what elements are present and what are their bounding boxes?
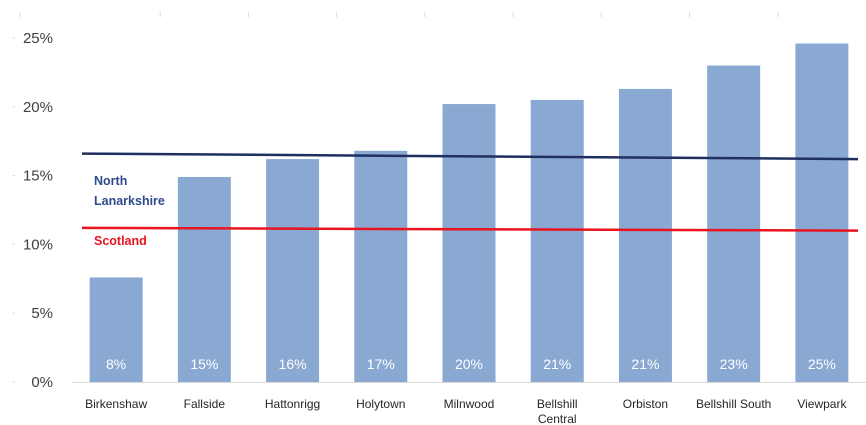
y-tick-label: 20% bbox=[23, 99, 53, 116]
y-tick-label: 15% bbox=[23, 168, 53, 185]
y-tick-label: 5% bbox=[31, 305, 53, 322]
category-label: Bellshill South bbox=[696, 397, 771, 411]
bar bbox=[177, 176, 231, 382]
category-label: Orbiston bbox=[623, 397, 668, 411]
data-label: 20% bbox=[455, 356, 483, 372]
data-label: 25% bbox=[808, 356, 836, 372]
category-label: Birkenshaw bbox=[85, 397, 147, 411]
data-label: 21% bbox=[631, 356, 659, 372]
reference-line bbox=[81, 226, 859, 232]
y-tick-label: 25% bbox=[23, 30, 53, 47]
data-label: 23% bbox=[720, 356, 748, 372]
reference-line-label: Lanarkshire bbox=[94, 194, 165, 208]
bar bbox=[618, 88, 672, 383]
category-label: Central bbox=[538, 412, 577, 425]
category-label: Viewpark bbox=[797, 397, 847, 411]
bar bbox=[89, 277, 143, 382]
bar bbox=[442, 104, 496, 382]
bar-layer bbox=[89, 43, 849, 383]
category-label: Holytown bbox=[356, 397, 405, 411]
data-label: 21% bbox=[543, 356, 571, 372]
category-label: Milnwood bbox=[444, 397, 495, 411]
axis-layer: 0% 5% 10% 15% 20% 25% bbox=[12, 12, 866, 391]
data-label: 16% bbox=[279, 356, 307, 372]
data-label: 17% bbox=[367, 356, 395, 372]
label-layer: 8% Birkenshaw 15% Fallside 16% Hattonrigg 17% H… bbox=[85, 174, 847, 425]
y-tick-label: 10% bbox=[23, 236, 53, 253]
data-label: 8% bbox=[106, 356, 126, 372]
category-label: Hattonrigg bbox=[265, 397, 320, 411]
data-label: 15% bbox=[190, 356, 218, 372]
bar bbox=[707, 65, 761, 383]
bar bbox=[795, 43, 849, 383]
reference-line-layer bbox=[81, 152, 859, 232]
bar bbox=[530, 99, 584, 383]
reference-line-label: North bbox=[94, 174, 127, 188]
reference-line-label: Scotland bbox=[94, 234, 147, 248]
reference-line bbox=[81, 152, 859, 161]
category-label: Fallside bbox=[184, 397, 226, 411]
category-label: Bellshill bbox=[537, 397, 578, 411]
bar bbox=[354, 150, 408, 382]
bar bbox=[266, 159, 320, 382]
y-tick-label: 0% bbox=[31, 374, 53, 391]
